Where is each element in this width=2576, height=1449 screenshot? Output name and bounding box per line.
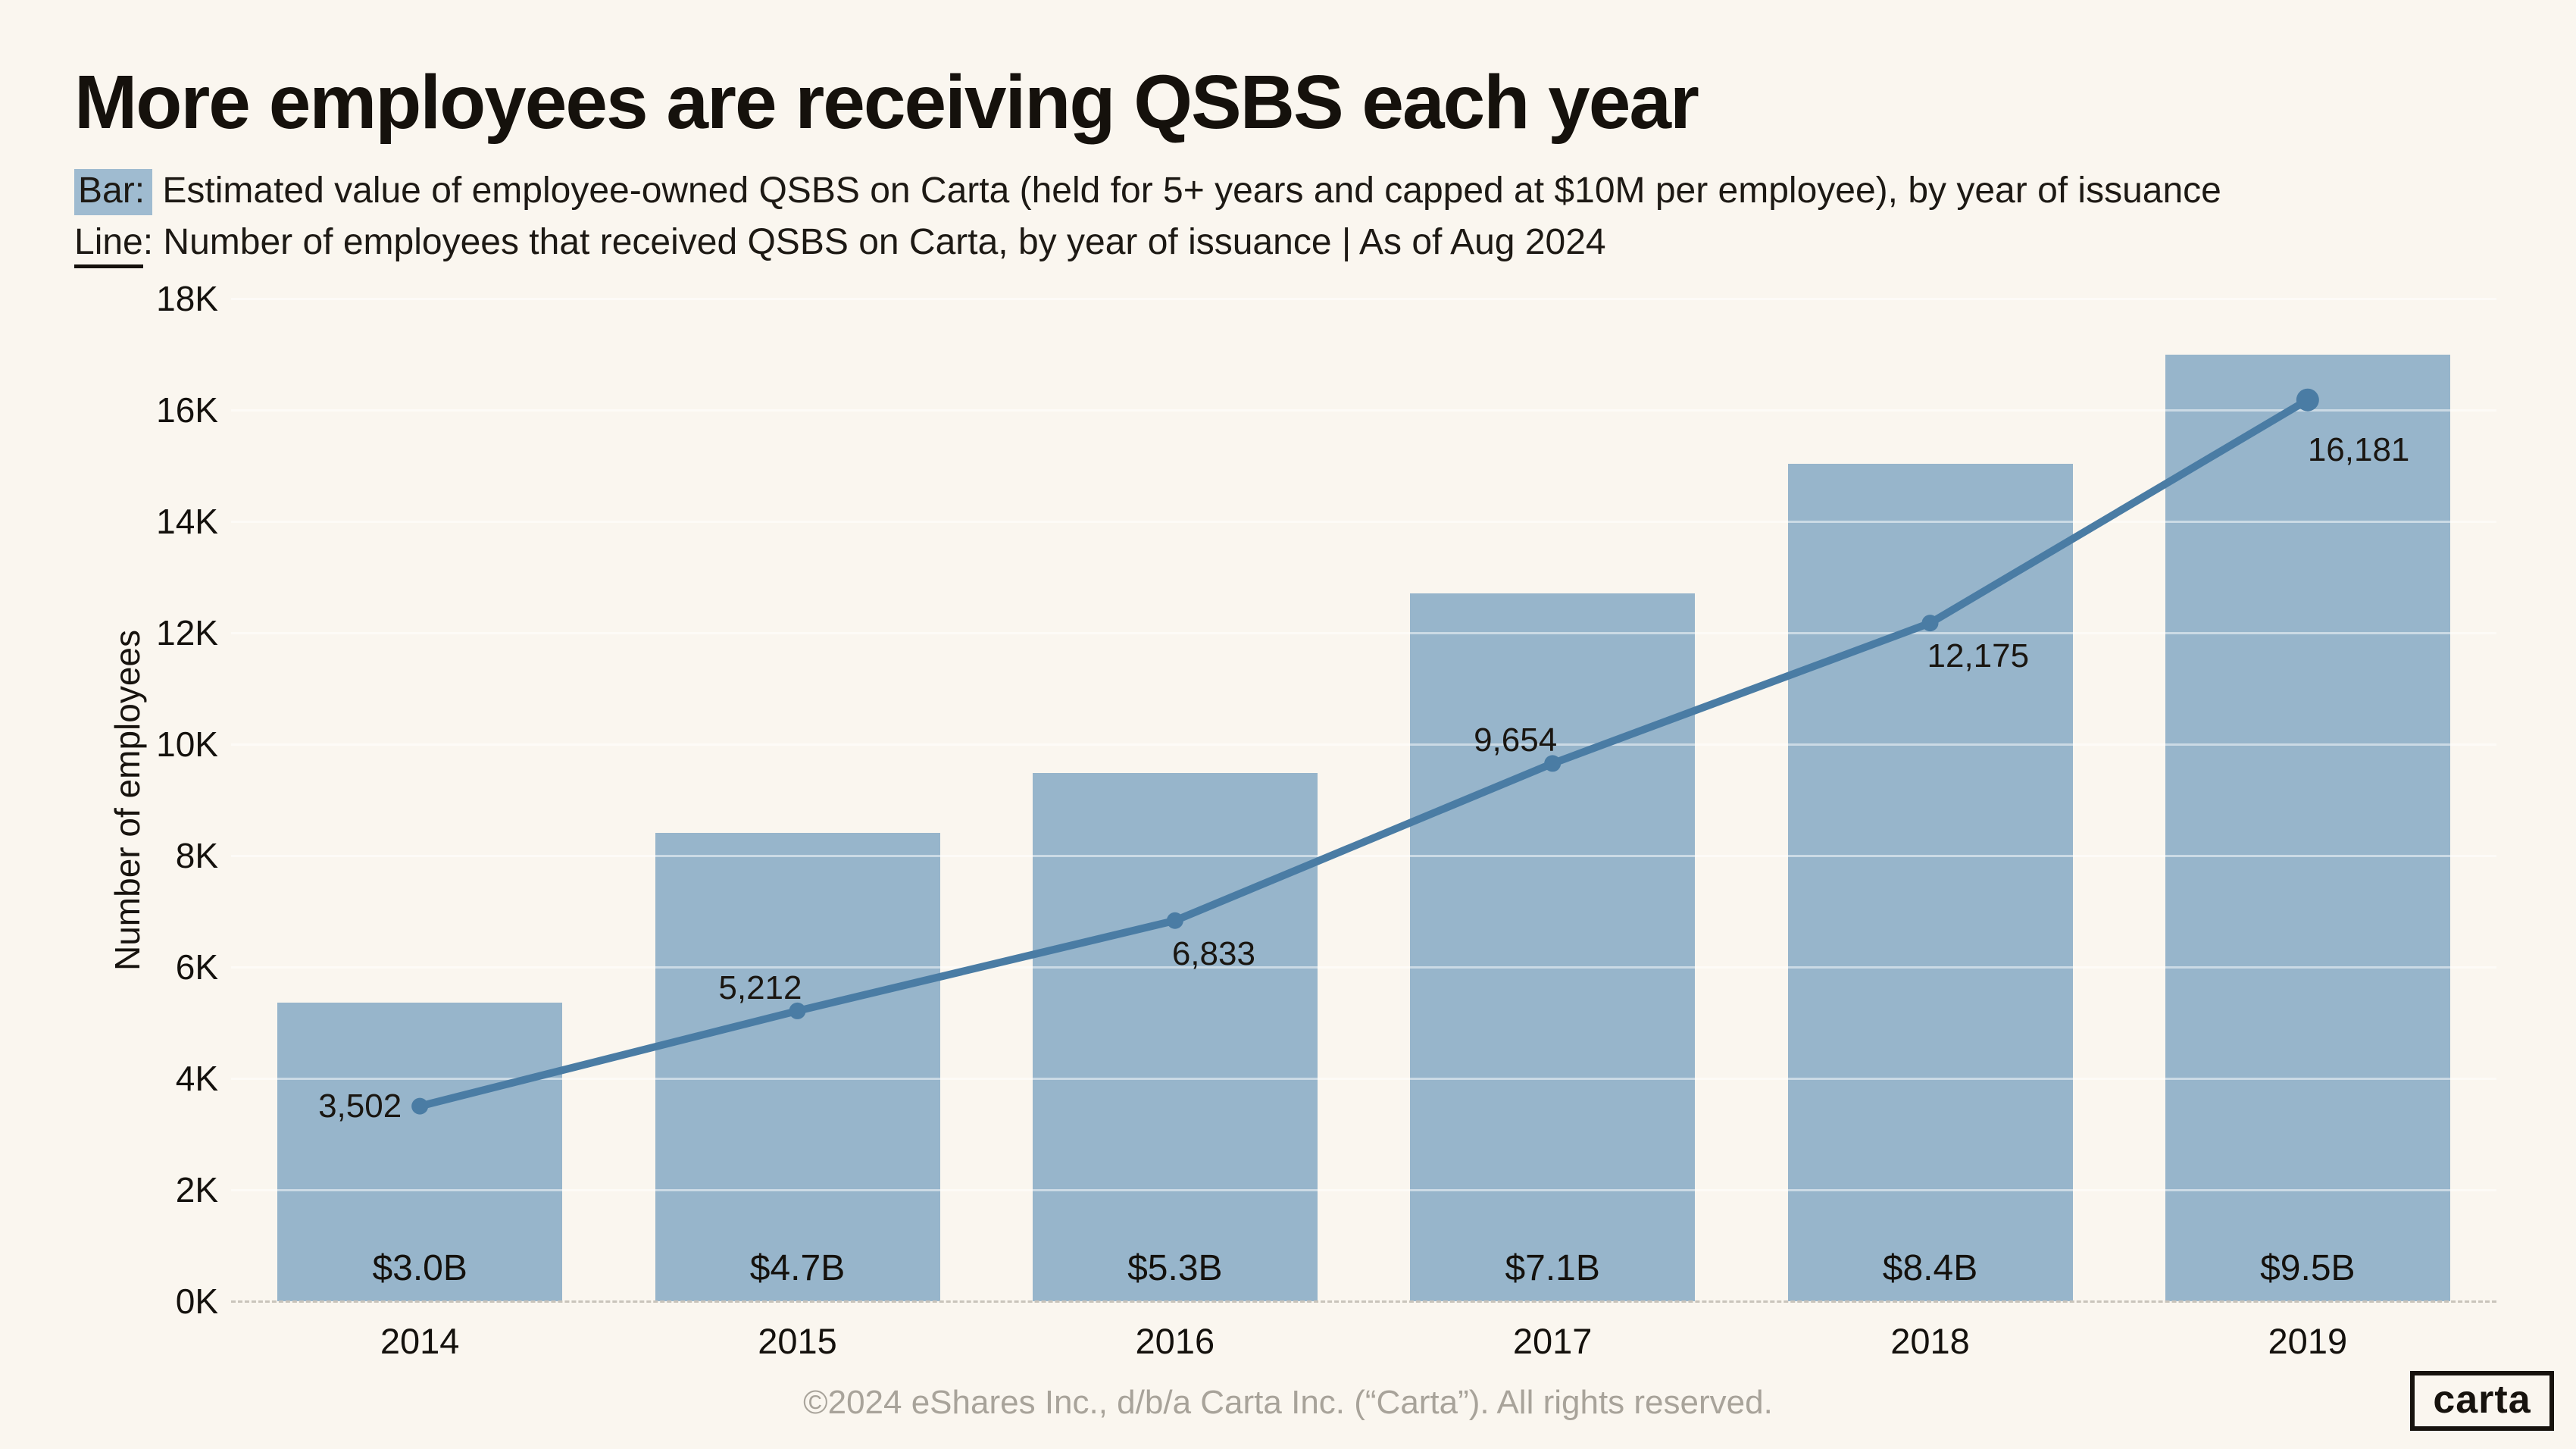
gridline-18k bbox=[231, 298, 2496, 300]
employees-point-2016 bbox=[1166, 912, 1183, 929]
line-value-label-2015: 5,212 bbox=[718, 969, 802, 1006]
x-tick-label-2019: 2019 bbox=[2268, 1321, 2348, 1361]
bar-2017: $7.1B bbox=[1410, 593, 1696, 1301]
bar-2016: $5.3B bbox=[1032, 773, 1318, 1301]
gridline-4k bbox=[231, 1078, 2496, 1080]
employees-point-2019 bbox=[2296, 388, 2319, 412]
x-tick-label-2014: 2014 bbox=[380, 1321, 460, 1361]
line-value-label-2014: 3,502 bbox=[318, 1087, 402, 1125]
carta-logo-text: carta bbox=[2433, 1377, 2531, 1422]
page-title: More employees are receiving QSBS each y… bbox=[74, 60, 1699, 145]
y-tick-label-18k: 18K bbox=[156, 279, 218, 318]
copyright-text: ©2024 eShares Inc., d/b/a Carta Inc. (“C… bbox=[803, 1384, 1773, 1421]
subtitle-bar: Bar: Estimated value of employee-owned Q… bbox=[74, 168, 2221, 215]
gridline-12k bbox=[231, 632, 2496, 634]
gridline-10k bbox=[231, 743, 2496, 746]
bar-2014: $3.0B bbox=[277, 1002, 563, 1301]
y-tick-label-12k: 12K bbox=[156, 613, 218, 653]
gridline-2k bbox=[231, 1189, 2496, 1191]
y-tick-label-4k: 4K bbox=[175, 1059, 218, 1098]
gridline-6k bbox=[231, 966, 2496, 969]
y-tick-label-8k: 8K bbox=[175, 836, 218, 875]
bar-2019: $9.5B bbox=[2165, 354, 2450, 1301]
employees-line bbox=[416, 396, 2312, 1110]
gridline-14k bbox=[231, 521, 2496, 523]
bar-value-label-2019: $9.5B bbox=[2260, 1248, 2356, 1288]
employees-point-2018 bbox=[1921, 615, 1939, 632]
x-tick-label-2017: 2017 bbox=[1512, 1321, 1593, 1361]
subtitle-bar-text: Estimated value of employee-owned QSBS o… bbox=[152, 171, 2221, 211]
line-value-label-2019: 16,181 bbox=[2307, 430, 2410, 468]
bar-value-label-2016: $5.3B bbox=[1127, 1247, 1223, 1288]
bar-value-label-2014: $3.0B bbox=[372, 1248, 467, 1288]
employees-point-2017 bbox=[1544, 755, 1562, 772]
line-value-label-2016: 6,833 bbox=[1171, 934, 1255, 972]
bar-2018: $8.4B bbox=[1787, 464, 2073, 1301]
bar-value-label-2018: $8.4B bbox=[1882, 1247, 1978, 1288]
y-tick-label-16k: 16K bbox=[156, 390, 218, 430]
x-tick-label-2016: 2016 bbox=[1135, 1321, 1215, 1361]
subtitle-line-text: : Number of employees that received QSBS… bbox=[142, 222, 1606, 262]
subtitle-line: Line: Number of employees that received … bbox=[74, 220, 1606, 268]
y-tick-label-2k: 2K bbox=[175, 1170, 218, 1210]
y-tick-label-10k: 10K bbox=[156, 724, 218, 764]
employees-point-2015 bbox=[789, 1002, 806, 1019]
carta-logo: carta bbox=[2410, 1371, 2554, 1431]
employees-point-2014 bbox=[411, 1097, 429, 1115]
subtitle-line-prefix-underline: Line bbox=[74, 222, 143, 268]
x-axis-baseline bbox=[231, 1300, 2496, 1303]
gridline-16k bbox=[231, 409, 2496, 412]
x-tick-label-2015: 2015 bbox=[758, 1321, 837, 1361]
y-tick-label-6k: 6K bbox=[175, 947, 218, 987]
bar-value-label-2017: $7.1B bbox=[1505, 1247, 1600, 1288]
line-value-label-2018: 12,175 bbox=[1927, 637, 2030, 675]
gridline-8k bbox=[231, 855, 2496, 857]
y-tick-label-14k: 14K bbox=[156, 502, 218, 541]
line-value-label-2017: 9,654 bbox=[1474, 721, 1558, 759]
bar-2015: $4.7B bbox=[655, 832, 940, 1301]
x-tick-label-2018: 2018 bbox=[1890, 1321, 1970, 1361]
subtitle-bar-prefix-highlight: Bar: bbox=[74, 169, 153, 215]
y-tick-label-0k: 0K bbox=[175, 1282, 218, 1321]
bar-value-label-2015: $4.7B bbox=[749, 1247, 846, 1288]
